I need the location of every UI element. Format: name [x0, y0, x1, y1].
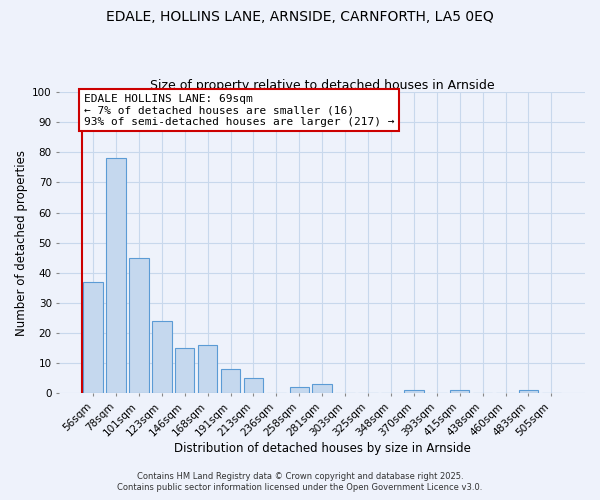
Bar	[290, 388, 309, 394]
Bar	[83, 282, 103, 394]
Text: EDALE, HOLLINS LANE, ARNSIDE, CARNFORTH, LA5 0EQ: EDALE, HOLLINS LANE, ARNSIDE, CARNFORTH,…	[106, 10, 494, 24]
Bar	[519, 390, 538, 394]
Title: Size of property relative to detached houses in Arnside: Size of property relative to detached ho…	[150, 79, 494, 92]
Bar	[129, 258, 149, 394]
Text: EDALE HOLLINS LANE: 69sqm
← 7% of detached houses are smaller (16)
93% of semi-d: EDALE HOLLINS LANE: 69sqm ← 7% of detach…	[84, 94, 394, 126]
Bar	[198, 345, 217, 394]
Bar	[152, 321, 172, 394]
Y-axis label: Number of detached properties: Number of detached properties	[15, 150, 28, 336]
Bar	[450, 390, 469, 394]
Bar	[106, 158, 126, 394]
Bar	[313, 384, 332, 394]
Bar	[221, 369, 240, 394]
Bar	[244, 378, 263, 394]
Bar	[404, 390, 424, 394]
X-axis label: Distribution of detached houses by size in Arnside: Distribution of detached houses by size …	[174, 442, 470, 455]
Bar	[175, 348, 194, 394]
Text: Contains HM Land Registry data © Crown copyright and database right 2025.
Contai: Contains HM Land Registry data © Crown c…	[118, 472, 482, 492]
